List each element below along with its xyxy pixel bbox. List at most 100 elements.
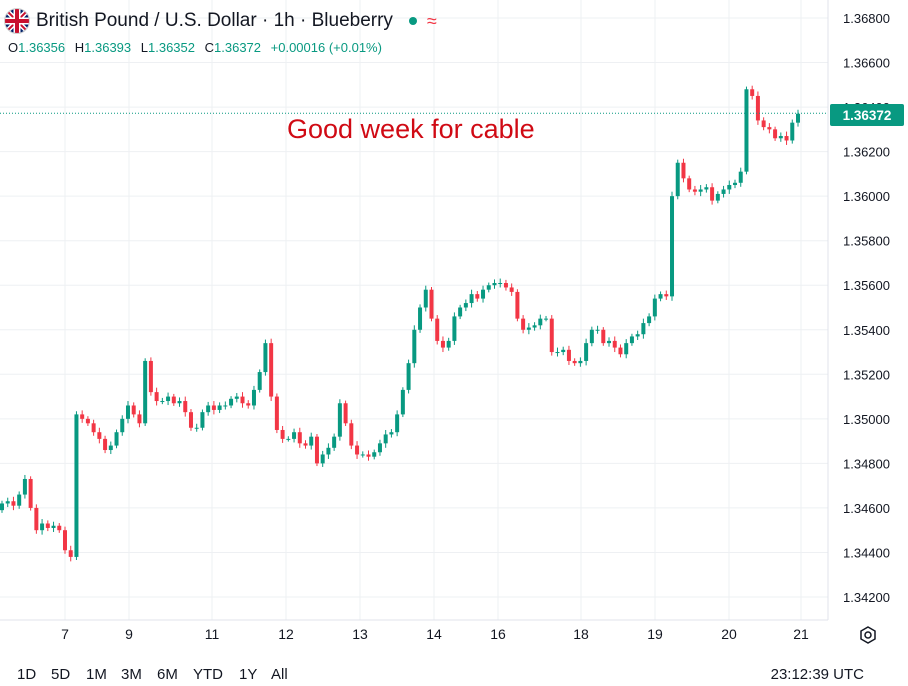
- utc-clock[interactable]: 23:12:39 UTC: [770, 666, 864, 683]
- change-value: +0.00016 (+0.01%): [270, 40, 382, 55]
- candle-body: [503, 283, 508, 288]
- candle-body: [360, 454, 365, 456]
- candle: [767, 123, 772, 134]
- candle: [85, 416, 90, 426]
- timeframe-1y[interactable]: 1Y: [239, 666, 258, 683]
- candle-body: [715, 193, 720, 201]
- wave-icon[interactable]: ≈: [426, 10, 437, 31]
- candle: [400, 387, 405, 418]
- chart-grid: [0, 0, 828, 620]
- candle: [796, 109, 800, 127]
- candle: [343, 400, 348, 426]
- candle-body: [309, 436, 314, 446]
- candle: [503, 279, 508, 291]
- candle: [148, 357, 153, 396]
- time-tick-label: 13: [352, 626, 368, 642]
- candle-body: [137, 414, 142, 424]
- timeframe-ytd[interactable]: YTD: [193, 666, 223, 683]
- candle-body: [34, 507, 39, 531]
- candle: [704, 184, 709, 193]
- candle: [114, 429, 119, 449]
- candle-body: [704, 187, 709, 190]
- candle-body: [377, 443, 382, 453]
- timeframe-all[interactable]: All: [271, 666, 288, 683]
- candle-body: [51, 525, 56, 528]
- candle-body: [68, 550, 73, 557]
- candle-body: [406, 363, 411, 390]
- candle-body: [481, 289, 486, 299]
- candle-body: [618, 347, 623, 355]
- candle-body: [274, 396, 279, 430]
- candle: [750, 85, 755, 100]
- candle-body: [698, 189, 703, 192]
- candle: [509, 283, 514, 296]
- candle: [790, 119, 795, 144]
- candle: [475, 291, 480, 302]
- candle-body: [778, 136, 783, 139]
- candle-body: [549, 318, 554, 353]
- candle-body: [28, 478, 33, 508]
- candle: [366, 450, 371, 461]
- low-label: L: [140, 40, 148, 55]
- candle: [332, 433, 337, 451]
- close-label: C: [204, 40, 215, 55]
- candle-body: [183, 401, 188, 413]
- price-tick-label: 1.34800: [843, 456, 890, 471]
- settings-icon[interactable]: [857, 624, 879, 646]
- candle-body: [790, 122, 795, 141]
- candle: [641, 318, 646, 339]
- candle: [320, 450, 325, 467]
- candle-body: [635, 334, 640, 337]
- timeframe-6m[interactable]: 6M: [157, 666, 178, 683]
- timeframe-1d[interactable]: 1D: [17, 666, 37, 683]
- candle: [103, 435, 108, 454]
- candle: [303, 440, 308, 449]
- time-axis[interactable]: 7 9 11 12 13 14 16 18 19 20 21: [0, 619, 828, 642]
- price-tick-label: 1.36000: [843, 189, 890, 204]
- candle: [601, 327, 606, 346]
- candle-body: [440, 340, 445, 348]
- candle: [515, 289, 520, 322]
- candle: [263, 339, 268, 376]
- chart-annotation[interactable]: Good week for cable: [287, 114, 535, 144]
- candle-body: [515, 291, 520, 319]
- candle: [566, 345, 571, 365]
- timeframe-1m[interactable]: 1M: [86, 666, 107, 683]
- candle-body: [326, 447, 331, 455]
- candle: [269, 338, 274, 402]
- candle-body: [103, 438, 108, 451]
- price-tick-label: 1.34200: [843, 590, 890, 605]
- candle-body: [372, 452, 377, 457]
- candle-body: [177, 401, 182, 404]
- uk-flag-icon: [4, 8, 30, 34]
- candle-body: [469, 294, 474, 304]
- candle: [125, 401, 130, 424]
- candle-body: [57, 525, 62, 531]
- candle: [246, 400, 251, 409]
- candle-body: [349, 423, 354, 446]
- time-tick-label: 19: [647, 626, 663, 642]
- timeframe-3m[interactable]: 3M: [121, 666, 142, 683]
- candle-body: [320, 454, 325, 464]
- candle: [326, 443, 331, 459]
- candle-body: [612, 340, 617, 348]
- timeframe-5d[interactable]: 5D: [51, 666, 71, 683]
- candle: [549, 315, 554, 356]
- candle-body: [337, 403, 342, 437]
- time-tick-label: 11: [205, 626, 220, 642]
- candle: [532, 322, 537, 331]
- candle: [62, 526, 67, 554]
- candle-body: [269, 343, 274, 397]
- candle: [555, 347, 560, 357]
- candle-body: [314, 436, 319, 464]
- symbol-title[interactable]: British Pound / U.S. Dollar · 1h · Blueb…: [36, 10, 393, 31]
- price-axis[interactable]: 1.368001.366001.364001.362001.360001.358…: [827, 0, 890, 620]
- candle-body: [120, 418, 125, 433]
- candle-body: [74, 414, 79, 557]
- candle-body: [5, 501, 10, 504]
- candle: [171, 393, 176, 406]
- candle-body: [641, 323, 646, 335]
- symbol-header[interactable]: British Pound / U.S. Dollar · 1h · Blueb…: [4, 8, 437, 34]
- candle: [406, 359, 411, 394]
